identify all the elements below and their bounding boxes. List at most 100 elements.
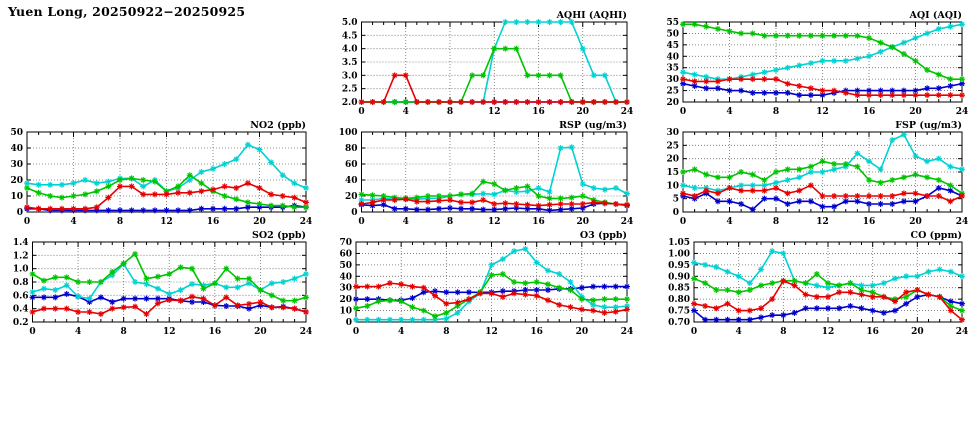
x-tick-label: 20 [254,327,267,337]
y-tick-label: 70 [339,238,352,248]
x-tick-label: 24 [300,217,312,227]
y-tick-label: 55 [666,18,679,28]
x-tick-label: 24 [956,327,968,337]
x-tick-label: 24 [621,327,633,337]
y-tick-label: 0 [673,208,679,218]
y-tick-label: 40 [345,176,358,186]
y-tick-label: 20 [345,192,358,202]
y-tick-label: 4.0 [342,45,358,55]
x-tick-label: 12 [822,327,835,337]
x-tick-label: 8 [117,217,123,227]
y-tick-label: 20 [10,176,23,186]
y-tick-label: 4.5 [342,31,358,41]
x-tick-label: 12 [816,107,829,117]
x-tick-label: 16 [532,107,545,117]
chart-title: FSP (ug/m3) [895,120,962,131]
y-tick-label: 35 [666,64,679,74]
x-tick-label: 16 [207,217,220,227]
chart-co: 0.70 0.75 0.80 0.85 0.90 0.95 1.00 1.05 0 4 8 12 16 2… [664,228,968,338]
x-tick-label: 24 [621,107,633,117]
y-tick-label: 0.80 [668,295,690,305]
y-tick-label: 1.2 [13,251,29,261]
chart-aqhi: 2.0 2.5 3.0 3.5 4.0 4.5 5.0 0 4 8 12 16 20 24 AQHI (AQ… [337,8,633,118]
x-tick-label: 24 [956,217,968,227]
x-tick-label: 16 [863,107,876,117]
x-tick-label: 4 [403,217,409,227]
x-tick-label: 8 [773,217,779,227]
y-tick-label: 5 [673,195,679,205]
series-green-markers [29,251,309,304]
x-tick-label: 24 [956,107,968,117]
y-tick-label: 3.5 [342,58,358,68]
y-tick-label: 50 [339,261,352,271]
x-tick-label: 16 [532,217,545,227]
x-tick-label: 0 [358,107,364,117]
y-tick-label: 10 [10,192,23,202]
y-tick-label: 0 [351,208,357,218]
y-tick-label: 5.0 [342,18,358,28]
x-tick-label: 16 [866,327,879,337]
x-tick-label: 0 [691,327,697,337]
x-tick-label: 4 [70,217,76,227]
y-tick-label: 25 [666,87,679,97]
x-tick-label: 12 [163,327,176,337]
y-tick-label: 0.85 [668,284,690,294]
y-tick-label: 30 [666,128,679,138]
x-tick-label: 24 [300,327,312,337]
y-tick-label: 0.8 [13,278,29,288]
series-green-markers [680,21,965,83]
chart-canvas-aqhi: 2.0 2.5 3.0 3.5 4.0 4.5 5.0 0 4 8 12 16 20 24 AQHI (AQ… [342,10,633,117]
chart-title: AQHI (AQHI) [556,10,627,21]
y-tick-label: 60 [339,249,352,259]
y-tick-label: 10 [339,307,352,317]
y-tick-label: 0.6 [13,291,29,301]
y-tick-label: 3.0 [342,71,358,81]
x-tick-label: 20 [576,107,589,117]
y-tick-label: 0 [17,208,23,218]
chart-canvas-co: 0.700.75 0.800.85 0.900.95 1.001.05 0 4 8 12 16 2… [668,230,968,337]
x-tick-label: 16 [209,327,222,337]
x-tick-label: 16 [863,217,876,227]
chart-title: NO2 (ppb) [250,120,306,131]
chart-fsp: 0 5 10 15 20 25 30 0 4 8 12 16 20 24 FSP (ug/m3) [664,118,968,228]
page-title: Yuen Long, 20250922−20250925 [8,4,246,19]
x-tick-label: 12 [816,217,829,227]
chart-title: CO (ppm) [911,230,962,241]
y-tick-label: 0.4 [13,305,29,315]
y-tick-label: 50 [10,128,23,138]
y-tick-label: 50 [666,29,679,39]
y-tick-label: 1.4 [13,238,29,248]
x-tick-label: 24 [621,217,633,227]
x-tick-label: 4 [398,327,404,337]
y-tick-label: 100 [339,128,358,138]
x-tick-label: 0 [29,327,35,337]
x-tick-label: 20 [576,217,589,227]
y-tick-label: 2.0 [342,98,358,108]
y-tick-label: 0.70 [668,318,690,328]
series-red-markers [680,182,965,205]
y-tick-label: 45 [666,41,679,51]
y-tick-label: 30 [666,75,679,85]
y-tick-label: 40 [666,52,679,62]
y-tick-label: 60 [345,160,358,170]
x-tick-label: 20 [909,217,922,227]
x-tick-label: 0 [358,217,364,227]
y-tick-label: 20 [666,98,679,108]
chart-canvas-rsp: 0 20 40 60 80 100 0 4 8 12 16 20 24 RSP (ug/m3) [339,120,633,227]
chart-so2: 0.2 0.4 0.6 0.8 1.0 1.2 1.4 0 4 8 12 16 20 24 SO2 (ppb… [8,228,312,338]
series-green-markers [680,158,965,197]
chart-title: AQI (AQI) [909,10,962,21]
chart-o3: 0 10 20 30 40 50 60 70 0 4 8 12 16 20 24 O3 (ppb) [337,228,633,338]
x-tick-label: 0 [24,217,30,227]
chart-no2: 0 10 20 30 40 50 0 4 8 12 16 20 24 NO2 (ppb) [8,118,312,228]
y-tick-label: 30 [339,284,352,294]
y-tick-label: 40 [10,144,23,154]
x-tick-label: 12 [485,327,498,337]
y-tick-label: 20 [339,295,352,305]
series-red-markers [358,72,630,105]
y-tick-label: 1.05 [668,238,690,248]
y-tick-label: 80 [345,144,358,154]
series-red-markers [691,277,965,323]
